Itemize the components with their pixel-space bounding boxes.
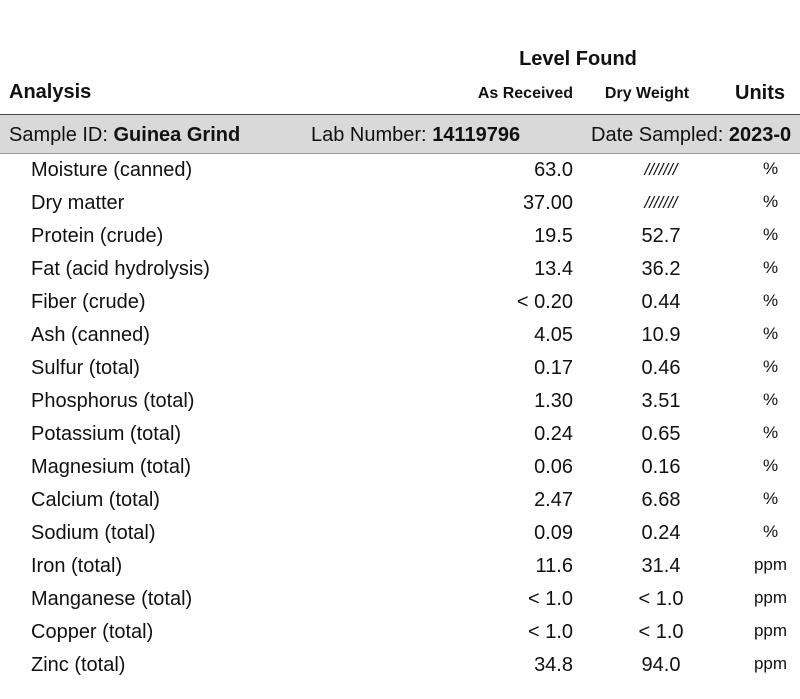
as-received-column-header: As Received bbox=[477, 85, 573, 102]
as-received-cell: 13.4 bbox=[534, 258, 573, 280]
as-received-cell: 0.24 bbox=[534, 423, 573, 445]
table-row: Moisture (canned) 63.0 ///////% bbox=[0, 154, 800, 187]
dry-weight-cell: /////// bbox=[644, 160, 678, 179]
dry-weight-cell: < 1.0 bbox=[638, 588, 684, 610]
analysis-name-cell: Potassium (total) bbox=[31, 423, 182, 445]
units-cell: % bbox=[762, 291, 779, 310]
units-cell: % bbox=[762, 258, 779, 277]
analysis-name-cell: Fiber (crude) bbox=[31, 291, 146, 313]
level-found-heading: Level Found bbox=[519, 48, 637, 70]
as-received-cell: 34.8 bbox=[534, 654, 573, 676]
table-row: Phosphorus (total) 1.30 3.51% bbox=[0, 385, 800, 418]
table-row: Copper (total) < 1.0 < 1.0 ppm bbox=[0, 616, 800, 649]
units-cell: % bbox=[762, 357, 779, 376]
units-cell: % bbox=[762, 324, 779, 343]
analysis-name-cell: Moisture (canned) bbox=[31, 159, 193, 181]
units-cell: % bbox=[762, 489, 779, 508]
analysis-column-header: Analysis bbox=[9, 81, 92, 103]
analysis-name-cell: Calcium (total) bbox=[31, 489, 160, 511]
dry-weight-cell: 0.44 bbox=[641, 291, 681, 313]
as-received-cell: 2.47 bbox=[534, 489, 573, 511]
dry-weight-cell: 94.0 bbox=[641, 654, 681, 676]
analysis-name-cell: Magnesium (total) bbox=[31, 456, 192, 478]
units-cell: % bbox=[762, 159, 779, 178]
dry-weight-cell: 0.24 bbox=[641, 522, 681, 544]
analysis-name-cell: Sulfur (total) bbox=[31, 357, 140, 379]
table-row: Potassium (total) 0.24 0.65% bbox=[0, 418, 800, 451]
dry-weight-cell: 10.9 bbox=[641, 324, 681, 346]
as-received-cell: 0.09 bbox=[534, 522, 573, 544]
as-received-cell: 63.0 bbox=[534, 159, 573, 181]
lab-number-value: 14119796 bbox=[432, 124, 521, 146]
lab-number-label: Lab Number: bbox=[311, 124, 427, 146]
as-received-cell: 1.30 bbox=[534, 390, 573, 412]
analysis-name-cell: Iron (total) bbox=[31, 555, 123, 577]
units-cell: ppm bbox=[753, 654, 788, 673]
table-row: Fiber (crude) < 0.20 0.44% bbox=[0, 286, 800, 319]
dry-weight-cell: 0.65 bbox=[641, 423, 681, 445]
table-row: Magnesium (total) 0.06 0.16% bbox=[0, 451, 800, 484]
sample-id-value: Guinea Grind bbox=[113, 124, 241, 146]
analysis-name-cell: Dry matter bbox=[31, 192, 125, 214]
table-row: Sodium (total) 0.09 0.24% bbox=[0, 517, 800, 550]
sample-info-bar: Sample ID: Guinea Grind Lab Number: 1411… bbox=[0, 115, 800, 154]
table-row: Ash (canned) 4.05 10.9% bbox=[0, 319, 800, 352]
table-row: Zinc (total) 34.8 94.0 ppm bbox=[0, 649, 800, 682]
analysis-table: Moisture (canned) 63.0 ///////% Dry matter 3… bbox=[0, 154, 800, 682]
table-row: Calcium (total) 2.47 6.68% bbox=[0, 484, 800, 517]
date-sampled-label: Date Sampled: bbox=[591, 124, 724, 146]
dry-weight-cell: 0.46 bbox=[641, 357, 681, 379]
table-row: Protein (crude) 19.5 52.7% bbox=[0, 220, 800, 253]
units-cell: % bbox=[762, 522, 779, 541]
analysis-name-cell: Copper (total) bbox=[31, 621, 154, 643]
as-received-cell: < 0.20 bbox=[516, 291, 573, 313]
sample-id: Sample ID: Guinea Grind bbox=[9, 124, 240, 147]
as-received-cell: 19.5 bbox=[534, 225, 573, 247]
date-sampled-value: 2023-0 bbox=[728, 124, 792, 146]
units-column-header: Units bbox=[735, 82, 785, 104]
header-rule bbox=[0, 114, 800, 115]
units-cell: % bbox=[762, 390, 779, 409]
table-row: Sulfur (total) 0.17 0.46% bbox=[0, 352, 800, 385]
units-cell: ppm bbox=[753, 588, 788, 607]
dry-weight-cell: 36.2 bbox=[641, 258, 681, 280]
as-received-cell: 0.06 bbox=[534, 456, 573, 478]
units-cell: % bbox=[762, 423, 779, 442]
analysis-name-cell: Sodium (total) bbox=[31, 522, 156, 544]
analysis-name-cell: Zinc (total) bbox=[31, 654, 126, 676]
table-row: Manganese (total) < 1.0 < 1.0 ppm bbox=[0, 583, 800, 616]
as-received-cell: 0.17 bbox=[534, 357, 573, 379]
units-cell: % bbox=[762, 456, 779, 475]
dry-weight-cell: 31.4 bbox=[641, 555, 681, 577]
lab-number: Lab Number: 14119796 bbox=[311, 124, 520, 147]
units-cell: % bbox=[762, 225, 779, 244]
dry-weight-cell: 3.51 bbox=[641, 390, 681, 412]
analysis-name-cell: Protein (crude) bbox=[31, 225, 164, 247]
units-cell: ppm bbox=[753, 555, 788, 574]
as-received-cell: < 1.0 bbox=[527, 588, 573, 610]
as-received-cell: 11.6 bbox=[535, 555, 573, 577]
as-received-cell: 4.05 bbox=[534, 324, 573, 346]
table-row: Fat (acid hydrolysis) 13.4 36.2% bbox=[0, 253, 800, 286]
dry-weight-cell: 0.16 bbox=[641, 456, 681, 478]
analysis-name-cell: Phosphorus (total) bbox=[31, 390, 195, 412]
table-row: Iron (total) 11.6 31.4 ppm bbox=[0, 550, 800, 583]
dry-weight-column-header: Dry Weight bbox=[604, 85, 690, 102]
analysis-name-cell: Ash (canned) bbox=[31, 324, 150, 346]
analysis-name-cell: Manganese (total) bbox=[31, 588, 193, 610]
dry-weight-cell: < 1.0 bbox=[638, 621, 684, 643]
dry-weight-cell: 52.7 bbox=[641, 225, 681, 247]
units-cell: % bbox=[762, 192, 779, 211]
units-cell: ppm bbox=[753, 621, 788, 640]
analysis-name-cell: Fat (acid hydrolysis) bbox=[31, 258, 210, 280]
dry-weight-cell: /////// bbox=[644, 193, 678, 212]
as-received-cell: < 1.0 bbox=[527, 621, 573, 643]
dry-weight-cell: 6.68 bbox=[641, 489, 681, 511]
date-sampled: Date Sampled: 2023-0 bbox=[591, 124, 791, 147]
as-received-cell: 37.00 bbox=[522, 192, 573, 214]
table-row: Dry matter 37.00 ///////% bbox=[0, 187, 800, 220]
sample-id-label: Sample ID: bbox=[9, 124, 108, 146]
